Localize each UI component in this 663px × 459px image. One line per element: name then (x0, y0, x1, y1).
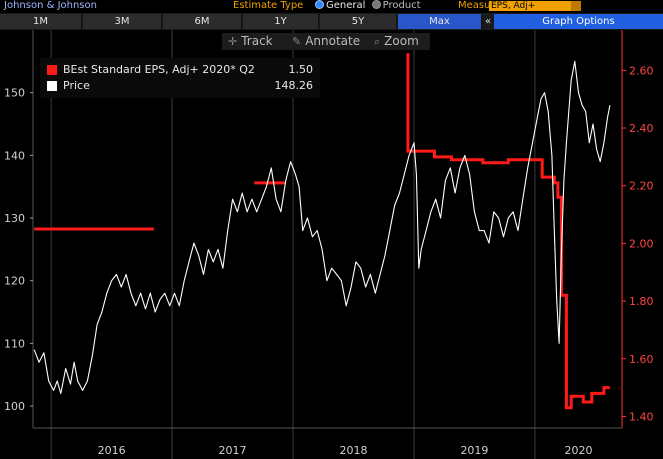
zoom-button[interactable]: ⌕ Zoom (374, 33, 419, 50)
legend-item-eps[interactable]: BEst Standard EPS, Adj+ 2020* Q2 1.50 (47, 63, 313, 77)
measure-value: EPS, Adj+ (491, 1, 536, 11)
graph-options-button[interactable]: Graph Options (494, 14, 663, 29)
legend-swatch-price (47, 81, 57, 91)
legend-swatch-eps (47, 65, 57, 75)
x-tick-label: 2019 (460, 444, 488, 457)
measure-dropdown[interactable]: EPS, Adj+ (489, 1, 581, 11)
left-tick-label: 120 (4, 275, 25, 288)
range-bar: 1M 3M 6M 1Y 5Y Max « Graph Options (0, 13, 663, 30)
price-series-line (33, 60, 611, 395)
right-tick-label: 2.40 (629, 122, 654, 135)
legend-value-price: 148.26 (274, 79, 314, 92)
zoom-label: Zoom (384, 34, 419, 48)
right-tick-label: 1.80 (629, 295, 654, 308)
dropdown-arrow-icon[interactable] (571, 1, 581, 11)
annotate-button[interactable]: ✎ Annotate (292, 33, 360, 50)
x-axis: 2016 2017 2018 2019 2020 (33, 427, 622, 457)
estimate-option-product[interactable]: Product (382, 0, 421, 11)
track-button[interactable]: ✛ Track (228, 33, 273, 50)
range-button-1y[interactable]: 1Y (243, 14, 319, 29)
estimate-type-group: General Product (312, 0, 421, 12)
right-tick-label: 1.60 (629, 353, 654, 366)
legend-item-price[interactable]: Price 148.26 (47, 79, 313, 93)
collapse-icon[interactable]: « (483, 14, 493, 29)
x-tick-label: 2020 (564, 444, 592, 457)
left-tick-label: 100 (4, 400, 25, 413)
estimate-type-label: Estimate Type (233, 0, 304, 11)
right-tick-label: 2.00 (629, 237, 654, 250)
right-tick-label: 1.40 (629, 410, 654, 423)
right-tick-label: 2.20 (629, 180, 654, 193)
annotate-label: Annotate (305, 34, 361, 48)
range-button-5y[interactable]: 5Y (320, 14, 397, 29)
radio-general[interactable] (315, 0, 324, 9)
radio-product[interactable] (371, 0, 381, 9)
left-tick-label: 140 (4, 149, 25, 162)
left-tick-label: 110 (4, 337, 25, 350)
legend-label-price: Price (63, 79, 90, 92)
track-label: Track (241, 34, 273, 48)
year-gridlines (50, 30, 536, 459)
x-tick-label: 2017 (219, 444, 247, 457)
estimate-option-general[interactable]: General (326, 0, 366, 11)
chart-legend: BEst Standard EPS, Adj+ 2020* Q2 1.50 Pr… (40, 58, 320, 98)
right-tick-label: 2.60 (629, 64, 654, 77)
chart-toolbar: ✛ Track ✎ Annotate ⌕ Zoom (222, 33, 430, 50)
title-bar: Johnson & Johnson Estimate Type General … (0, 0, 663, 12)
x-tick-label: 2018 (340, 444, 368, 457)
crosshair-icon: ✛ (228, 35, 238, 48)
left-tick-label: 150 (4, 87, 25, 100)
magnifier-icon: ⌕ (374, 35, 381, 48)
pencil-icon: ✎ (292, 35, 302, 48)
left-axis: 100 110 120 130 140 150 (4, 30, 34, 428)
legend-value-eps: 1.50 (288, 63, 314, 76)
range-button-max[interactable]: Max (398, 14, 482, 29)
measure-label: Measure (458, 0, 501, 11)
right-axis: 1.40 1.60 1.80 2.00 2.20 2.40 2.60 (621, 30, 654, 428)
eps-series-segment (406, 53, 610, 410)
range-button-6m[interactable]: 6M (163, 14, 242, 29)
company-name: Johnson & Johnson (4, 0, 97, 11)
range-button-3m[interactable]: 3M (83, 14, 162, 29)
range-button-1m[interactable]: 1M (0, 14, 82, 29)
left-tick-label: 130 (4, 212, 25, 225)
legend-label-eps: BEst Standard EPS, Adj+ 2020* Q2 (63, 63, 255, 76)
x-tick-label: 2016 (98, 444, 126, 457)
series-layer (33, 53, 611, 410)
